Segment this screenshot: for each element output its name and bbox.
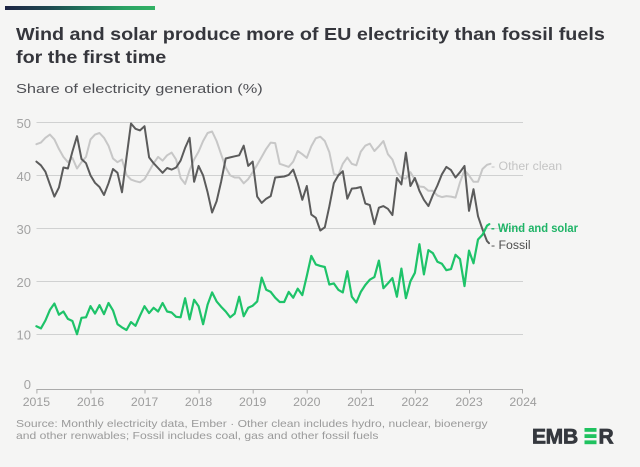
- svg-text:2022: 2022: [401, 395, 429, 409]
- svg-text:2016: 2016: [77, 395, 105, 409]
- svg-text:R: R: [599, 426, 614, 449]
- svg-text:50: 50: [17, 116, 31, 131]
- svg-text:2015: 2015: [23, 395, 51, 409]
- svg-text:40: 40: [17, 169, 31, 184]
- svg-text:30: 30: [17, 222, 31, 237]
- svg-text:2017: 2017: [131, 395, 159, 409]
- svg-text:2023: 2023: [455, 395, 483, 409]
- svg-text:2024: 2024: [509, 395, 537, 409]
- svg-text:10: 10: [17, 328, 31, 343]
- svg-text:2018: 2018: [185, 395, 213, 409]
- svg-text:2021: 2021: [347, 395, 375, 409]
- svg-text:2019: 2019: [239, 395, 267, 409]
- svg-text:20: 20: [17, 275, 31, 290]
- svg-text:0: 0: [24, 377, 31, 392]
- svg-text:B: B: [563, 426, 578, 449]
- svg-text:E: E: [532, 426, 546, 449]
- svg-text:2020: 2020: [293, 395, 321, 409]
- svg-text:M: M: [546, 426, 564, 449]
